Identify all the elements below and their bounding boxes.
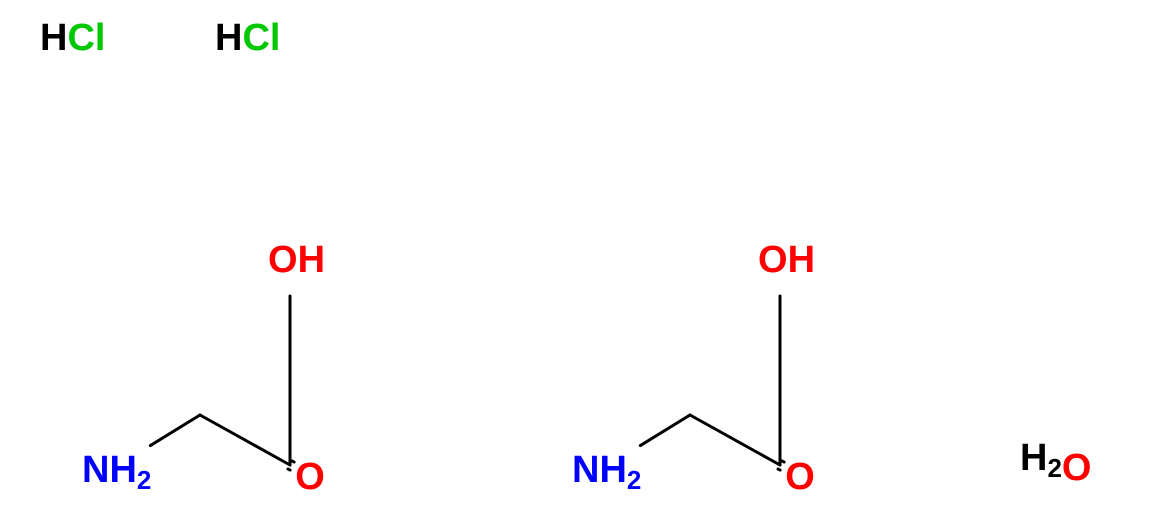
glycine-a: NH2 O OH <box>82 239 325 498</box>
hydroxyl-label-b: OH <box>758 239 815 281</box>
carbonyl-o-label-a: O <box>295 456 325 498</box>
hydroxyl-label-a: OH <box>268 239 325 281</box>
nh2-label-b: NH2 <box>572 449 641 495</box>
hcl2: HCl <box>215 17 280 59</box>
nh2-label-a: NH2 <box>82 449 151 495</box>
h2o: H2O <box>1020 437 1091 489</box>
carbonyl-o-label-b: O <box>785 456 815 498</box>
hcl1: HCl <box>40 17 105 59</box>
glycine-b: NH2 O OH <box>572 239 815 498</box>
molecule-diagram: HCl HCl H2O NH2 O OH NH2 O OH <box>0 0 1166 530</box>
